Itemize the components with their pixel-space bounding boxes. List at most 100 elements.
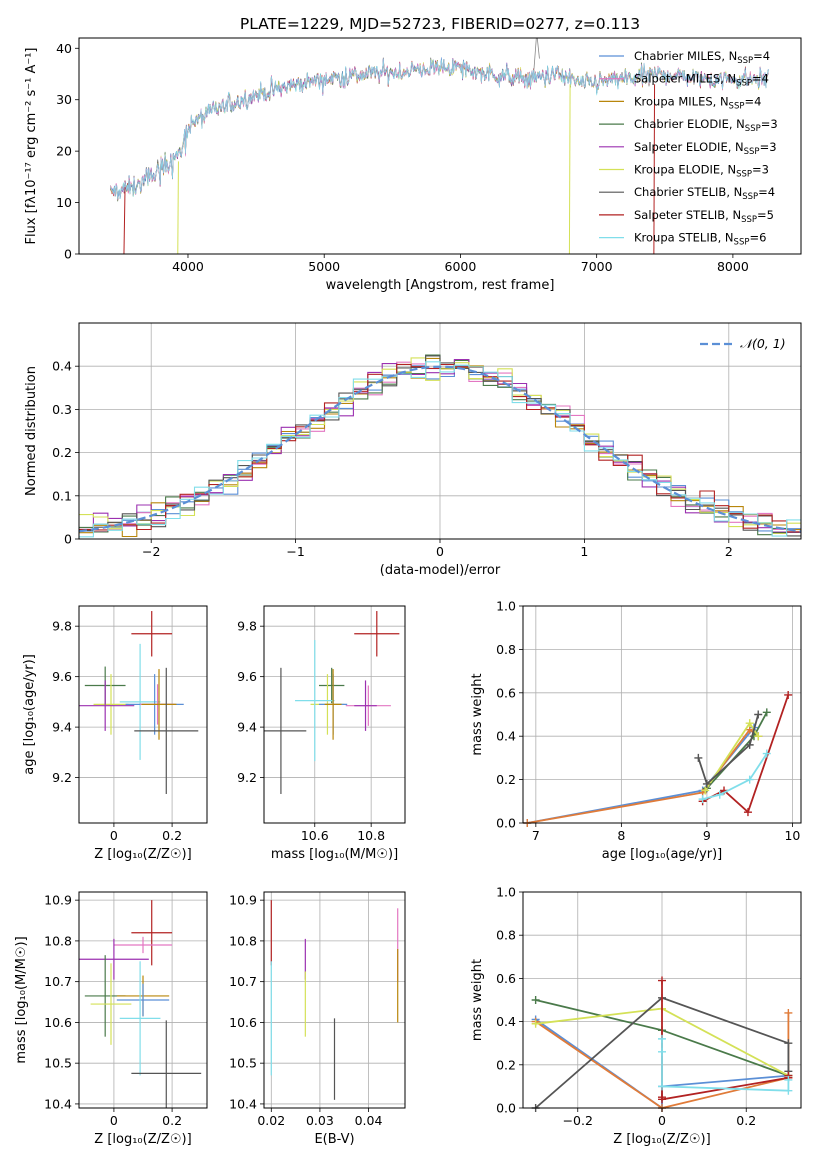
legend-label: Salpeter ELODIE, NSSP=3 [634,140,777,157]
legend-label: Chabrier ELODIE, NSSP=3 [634,117,778,134]
weight-marker [658,1082,666,1091]
plot-area-mass-vs-Z [79,900,202,1108]
legend-label: Chabrier MILES, NSSP=4 [634,49,770,66]
weight-marker [701,786,710,795]
weight-marker [743,808,752,817]
weight-marker [715,790,724,799]
spectrum-edge-salpeter-stelib [123,187,126,254]
x-tick-label: 7 [532,828,540,843]
axes-frame [78,37,802,255]
y-tick-label: 0 [64,247,72,262]
x-axis-label: Z [log₁₀(Z/Z☉)] [94,1132,191,1147]
weight-marker [745,740,754,749]
x-tick-label: 0.03 [306,1113,334,1128]
y-tick-label: 40 [56,41,72,56]
legend: Chabrier MILES, NSSP=4 Salpeter MILES, NS… [599,49,778,248]
y-tick-label: 9.2 [237,770,257,785]
plot-area-residuals [79,354,801,538]
y-tick-label: 10.5 [229,1056,257,1071]
legend-label: Salpeter MILES, NSSP=4 [634,72,769,89]
x-tick-label: 0 [658,1113,666,1128]
x-tick-label: −2 [142,544,160,559]
x-tick-label: 0 [110,828,118,843]
y-tick-label: 9.4 [52,720,72,735]
weight-marker [784,1008,793,1017]
x-axis-label: mass [log₁₀(M/M☉)] [271,847,398,862]
x-tick-label: 0 [436,544,444,559]
plot-area-spectrum [109,38,769,254]
y-tick-label: 0.3 [52,402,72,417]
y-tick-label: 9.4 [237,720,257,735]
legend-label: 𝒩(0, 1) [740,336,786,351]
x-tick-label: 6000 [445,259,477,274]
legend-label: Kroupa ELODIE, NSSP=3 [634,163,769,180]
y-tick-label: 10.5 [44,1056,72,1071]
y-axis-label: mass weight [470,673,485,755]
axes-age-vs-Z [79,606,207,823]
weight-marker [658,976,666,985]
y-tick-label: 10.4 [229,1096,257,1111]
weight-marker [531,1019,540,1028]
y-tick-label: 0.2 [496,772,516,787]
weight-marker [698,795,707,804]
y-tick-label: 10.7 [44,974,72,989]
y-tick-label: 0.4 [52,359,72,374]
y-tick-label: 10.6 [44,1015,72,1030]
weight-marker [754,732,763,741]
x-tick-label: 0 [110,1113,118,1128]
axes-frame-mass-vs-Z: 0 0.2 10.4 10.5 10.6 10.7 10.8 10.9 Z [log₁₀(Z/Z… [14,891,208,1147]
axes-frame [78,605,208,824]
weight-line [702,753,768,800]
legend-label: Kroupa MILES, NSSP=4 [634,94,761,111]
x-axis-label: wavelength [Angstrom, rest frame] [326,278,555,293]
plot-area-weight-vs-age [523,690,793,827]
figure-title: PLATE=1229, MJD=52723, FIBERID=0277, z=0… [240,15,640,33]
x-axis-label: Z [log₁₀(Z/Z☉)] [94,847,191,862]
weight-line [527,728,759,824]
plot-area-age-vs-Z [79,611,199,794]
y-tick-label: 10.9 [44,893,72,908]
y-tick-label: 9.8 [52,619,72,634]
weight-line [527,725,760,824]
axes-frame [78,891,208,1109]
y-tick-label: 0.8 [496,642,516,657]
y-axis-label: mass weight [470,959,485,1041]
y-tick-label: 10.7 [229,974,257,989]
y-tick-label: 0.2 [52,445,72,460]
y-tick-label: 9.8 [237,619,257,634]
x-tick-label: 1 [580,544,588,559]
y-tick-label: 1.0 [496,885,516,900]
x-tick-label: 0.2 [162,828,182,843]
x-axis-label: E(B-V) [314,1132,354,1147]
weight-line [702,694,790,814]
y-tick-label: 10.9 [229,893,257,908]
axes-frame [263,605,406,824]
x-tick-label: 0.04 [355,1113,383,1128]
weight-marker [531,996,540,1004]
x-tick-label: 7000 [581,259,613,274]
y-tick-label: 10 [56,195,72,210]
y-tick-label: 0.8 [496,928,516,943]
x-tick-label: 0.02 [257,1113,285,1128]
y-tick-label: 0.4 [496,729,516,744]
weight-line [697,714,760,786]
legend-label: Kroupa STELIB, NSSP=6 [634,231,766,248]
legend-label: Salpeter STELIB, NSSP=5 [634,208,774,225]
axes-frame-mass-vs-ebv: 0.02 0.03 0.04 10.4 10.5 10.6 10.7 10.8 10.9 E(B-… [229,891,406,1147]
weight-marker [658,1034,666,1043]
weight-marker [784,1086,793,1095]
x-tick-label: 8 [617,828,625,843]
x-tick-label: −0.2 [563,1113,593,1128]
x-tick-label: 10.6 [301,828,329,843]
axes-frame-weight-vs-age: 7 8 9 10 0.0 0.2 0.4 0.6 0.8 1.0 age [log₁₀(age/yr… [470,599,802,862]
y-tick-label: 0.6 [496,971,516,986]
weight-marker [745,775,754,784]
x-tick-label: 9 [703,828,711,843]
weight-marker [658,1047,666,1056]
x-axis-label: age [log₁₀(age/yr)] [602,847,723,862]
axes-frame-residuals: −2 −1 0 1 2 0 0.1 0.2 0.3 0.4 (data-model)/error No… [24,322,802,578]
y-tick-label: 9.6 [237,669,257,684]
y-tick-label: 0.4 [496,1014,516,1029]
x-tick-label: 0.2 [162,1113,182,1128]
